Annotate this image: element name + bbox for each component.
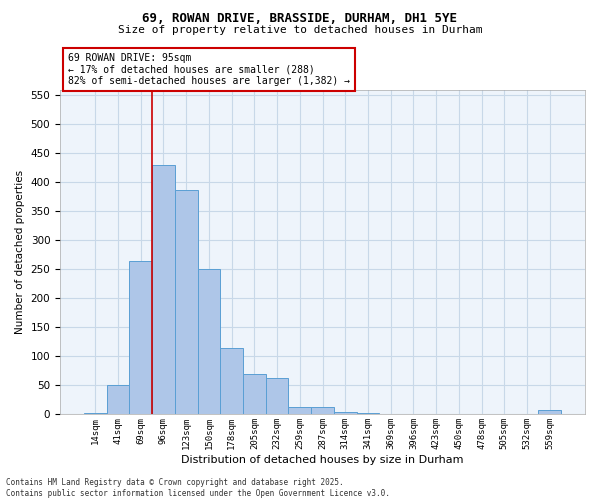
Bar <box>197 270 220 414</box>
Text: Size of property relative to detached houses in Durham: Size of property relative to detached ho… <box>118 25 482 35</box>
Text: 69 ROWAN DRIVE: 95sqm
← 17% of detached houses are smaller (288)
82% of semi-det: 69 ROWAN DRIVE: 95sqm ← 17% of detached … <box>68 53 350 86</box>
Bar <box>130 260 152 414</box>
X-axis label: Distribution of detached houses by size in Durham: Distribution of detached houses by size … <box>181 455 464 465</box>
Bar <box>289 408 311 414</box>
Bar <box>107 386 130 414</box>
Bar <box>311 407 334 414</box>
Bar <box>538 410 561 414</box>
Bar <box>243 374 266 414</box>
Bar <box>152 165 175 414</box>
Text: 69, ROWAN DRIVE, BRASSIDE, DURHAM, DH1 5YE: 69, ROWAN DRIVE, BRASSIDE, DURHAM, DH1 5… <box>143 12 458 26</box>
Bar <box>84 412 107 414</box>
Bar <box>334 412 356 414</box>
Text: Contains HM Land Registry data © Crown copyright and database right 2025.
Contai: Contains HM Land Registry data © Crown c… <box>6 478 390 498</box>
Bar <box>266 378 289 414</box>
Y-axis label: Number of detached properties: Number of detached properties <box>15 170 25 334</box>
Bar <box>175 190 197 414</box>
Bar <box>220 348 243 414</box>
